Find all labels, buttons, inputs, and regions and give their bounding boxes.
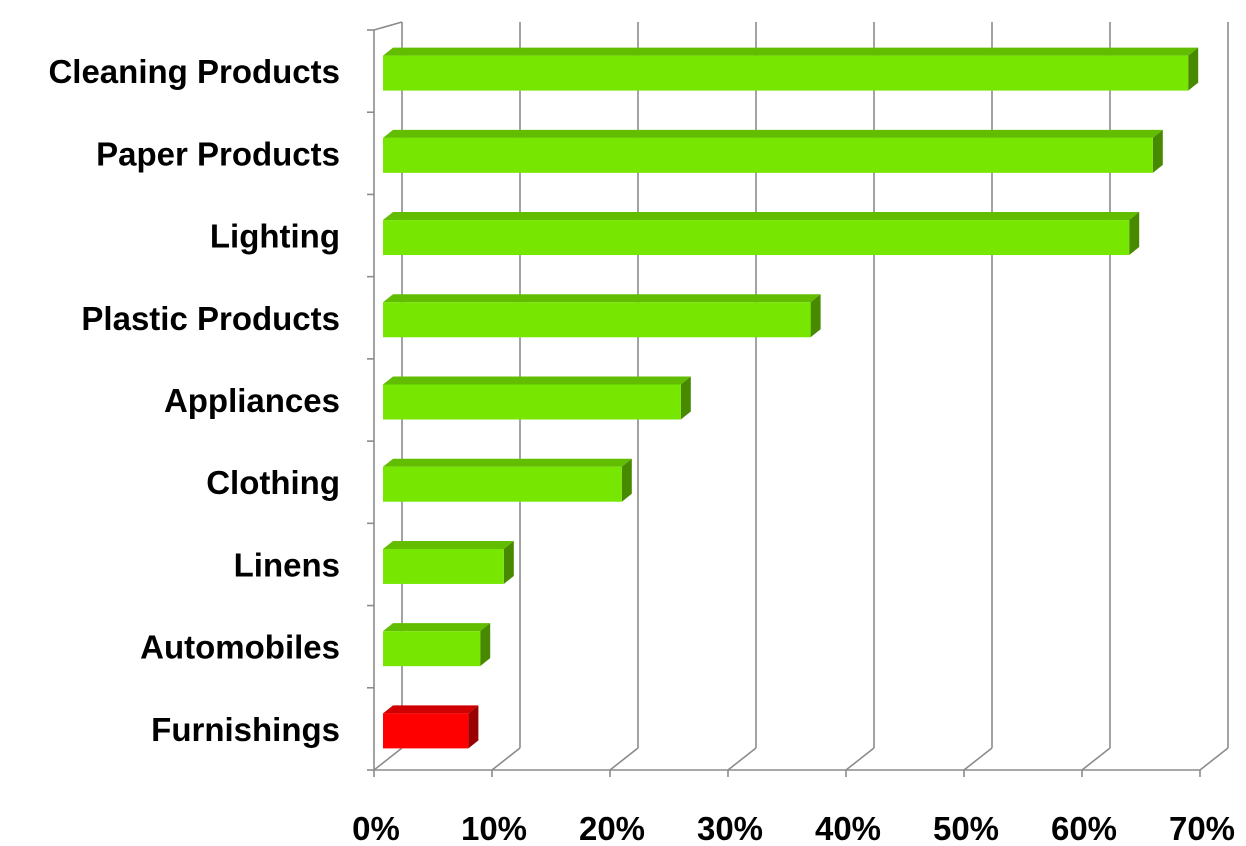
floor-gridline [727,747,757,771]
bar-top-face [383,294,821,303]
bar-side-face [621,458,632,502]
category-label: Plastic Products [81,300,340,337]
category-label: Paper Products [96,135,340,172]
bar-front-face [383,220,1130,256]
category-label: Lighting [210,218,340,255]
bar-linens [383,540,514,584]
bar-front-face [383,631,481,667]
bar-cleaning-products [383,47,1199,91]
bar-top-face [383,129,1163,138]
bar-plastic-products [383,294,821,338]
floor-gridline [963,747,993,771]
bar-side-face [1188,47,1199,91]
top-edge [373,21,403,31]
bar-front-face [383,55,1189,91]
bar-side-face [680,376,691,420]
bar-side-face [468,705,479,749]
category-labels: Cleaning Products Paper Products Lighting P… [48,53,340,748]
bar-automobiles [383,623,491,667]
category-label: Clothing [206,464,340,501]
bar-clothing [383,458,632,502]
bar-top-face [383,623,491,632]
category-label: Cleaning Products [48,53,340,90]
tick-label: 0% [352,810,400,846]
bar-front-face [383,713,469,749]
bar-top-face [383,540,514,549]
bar-front-face [383,137,1153,173]
tick-label: 60% [1051,810,1117,846]
tick-labels: 0% 10% 20% 30% 40% 50% 60% 70% [352,810,1235,846]
bar-side-face [1152,129,1163,173]
floor-gridline [1199,747,1229,771]
tick-label: 70% [1169,810,1235,846]
category-label: Furnishings [151,711,340,748]
bar-lighting [383,212,1140,256]
floor-gridline [373,747,403,771]
bar-side-face [480,623,491,667]
tick-label: 50% [933,810,999,846]
bar-front-face [383,384,681,420]
bar-front-face [383,548,504,584]
bar-appliances [383,376,691,420]
bar-top-face [383,705,479,714]
tick-label: 10% [461,810,527,846]
tick-label: 20% [579,810,645,846]
tick-label: 40% [815,810,881,846]
bar-top-face [383,376,691,385]
bar-furnishings [383,705,479,749]
bar-top-face [383,458,632,467]
tick-label: 30% [697,810,763,846]
bar-front-face [383,302,811,338]
floor-gridline [609,747,639,771]
bar-front-face [383,466,622,502]
category-label: Automobiles [140,629,340,666]
floor-gridline [491,747,521,771]
bar-paper-products [383,129,1163,173]
bar-side-face [1129,212,1140,256]
floor-gridline [1081,747,1111,771]
floor-gridline [845,747,875,771]
bar-top-face [383,212,1140,221]
bar-top-face [383,47,1199,56]
bar-side-face [810,294,821,338]
category-label: Linens [234,546,340,583]
bars [383,47,1199,749]
bar-side-face [503,540,514,584]
category-label: Appliances [164,382,340,419]
